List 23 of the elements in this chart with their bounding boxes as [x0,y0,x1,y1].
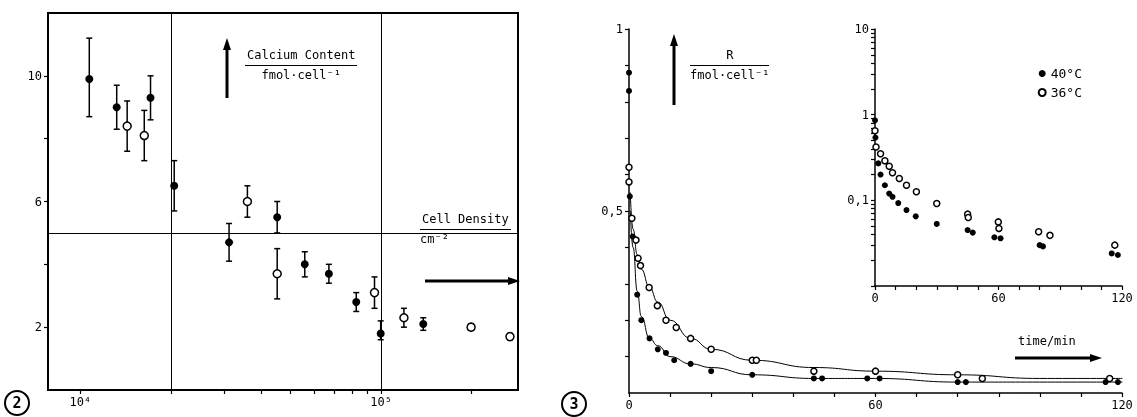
x-tick-label: 60 [991,291,1006,305]
y-tick-label: 1 [615,22,623,36]
x-tick-label: 0 [625,398,633,412]
y-tick-label: 10 [854,22,869,36]
x-tick-label: 10⁵ [370,395,393,409]
y-tick-label: 6 [34,194,42,209]
x-tick-label: 60 [868,398,883,412]
legend-label: 36°C [1050,85,1083,100]
x-tick-label: 120 [1111,398,1133,412]
x-tick-label: 120 [1111,291,1133,305]
x-axis-title: time/min [1018,334,1076,349]
y-tick-label: 10 [27,68,42,83]
x-tick-label: 10⁴ [69,395,92,409]
y-tick-label: 2 [34,320,42,335]
y-axis-title: Calcium Content fmol·cell⁻¹ [246,48,357,83]
x-axis-title: Cell Density cm⁻² [420,212,510,247]
legend-label: 40°C [1050,66,1083,81]
y-tick-label: 0,5 [601,204,623,218]
y-axis-title: R fmol·cell⁻¹ [690,48,770,83]
y-tick-label: 0,1 [847,193,869,208]
x-tick-label: 0 [871,291,879,305]
y-tick-label: 1 [861,107,869,122]
text: 3 [561,391,587,417]
